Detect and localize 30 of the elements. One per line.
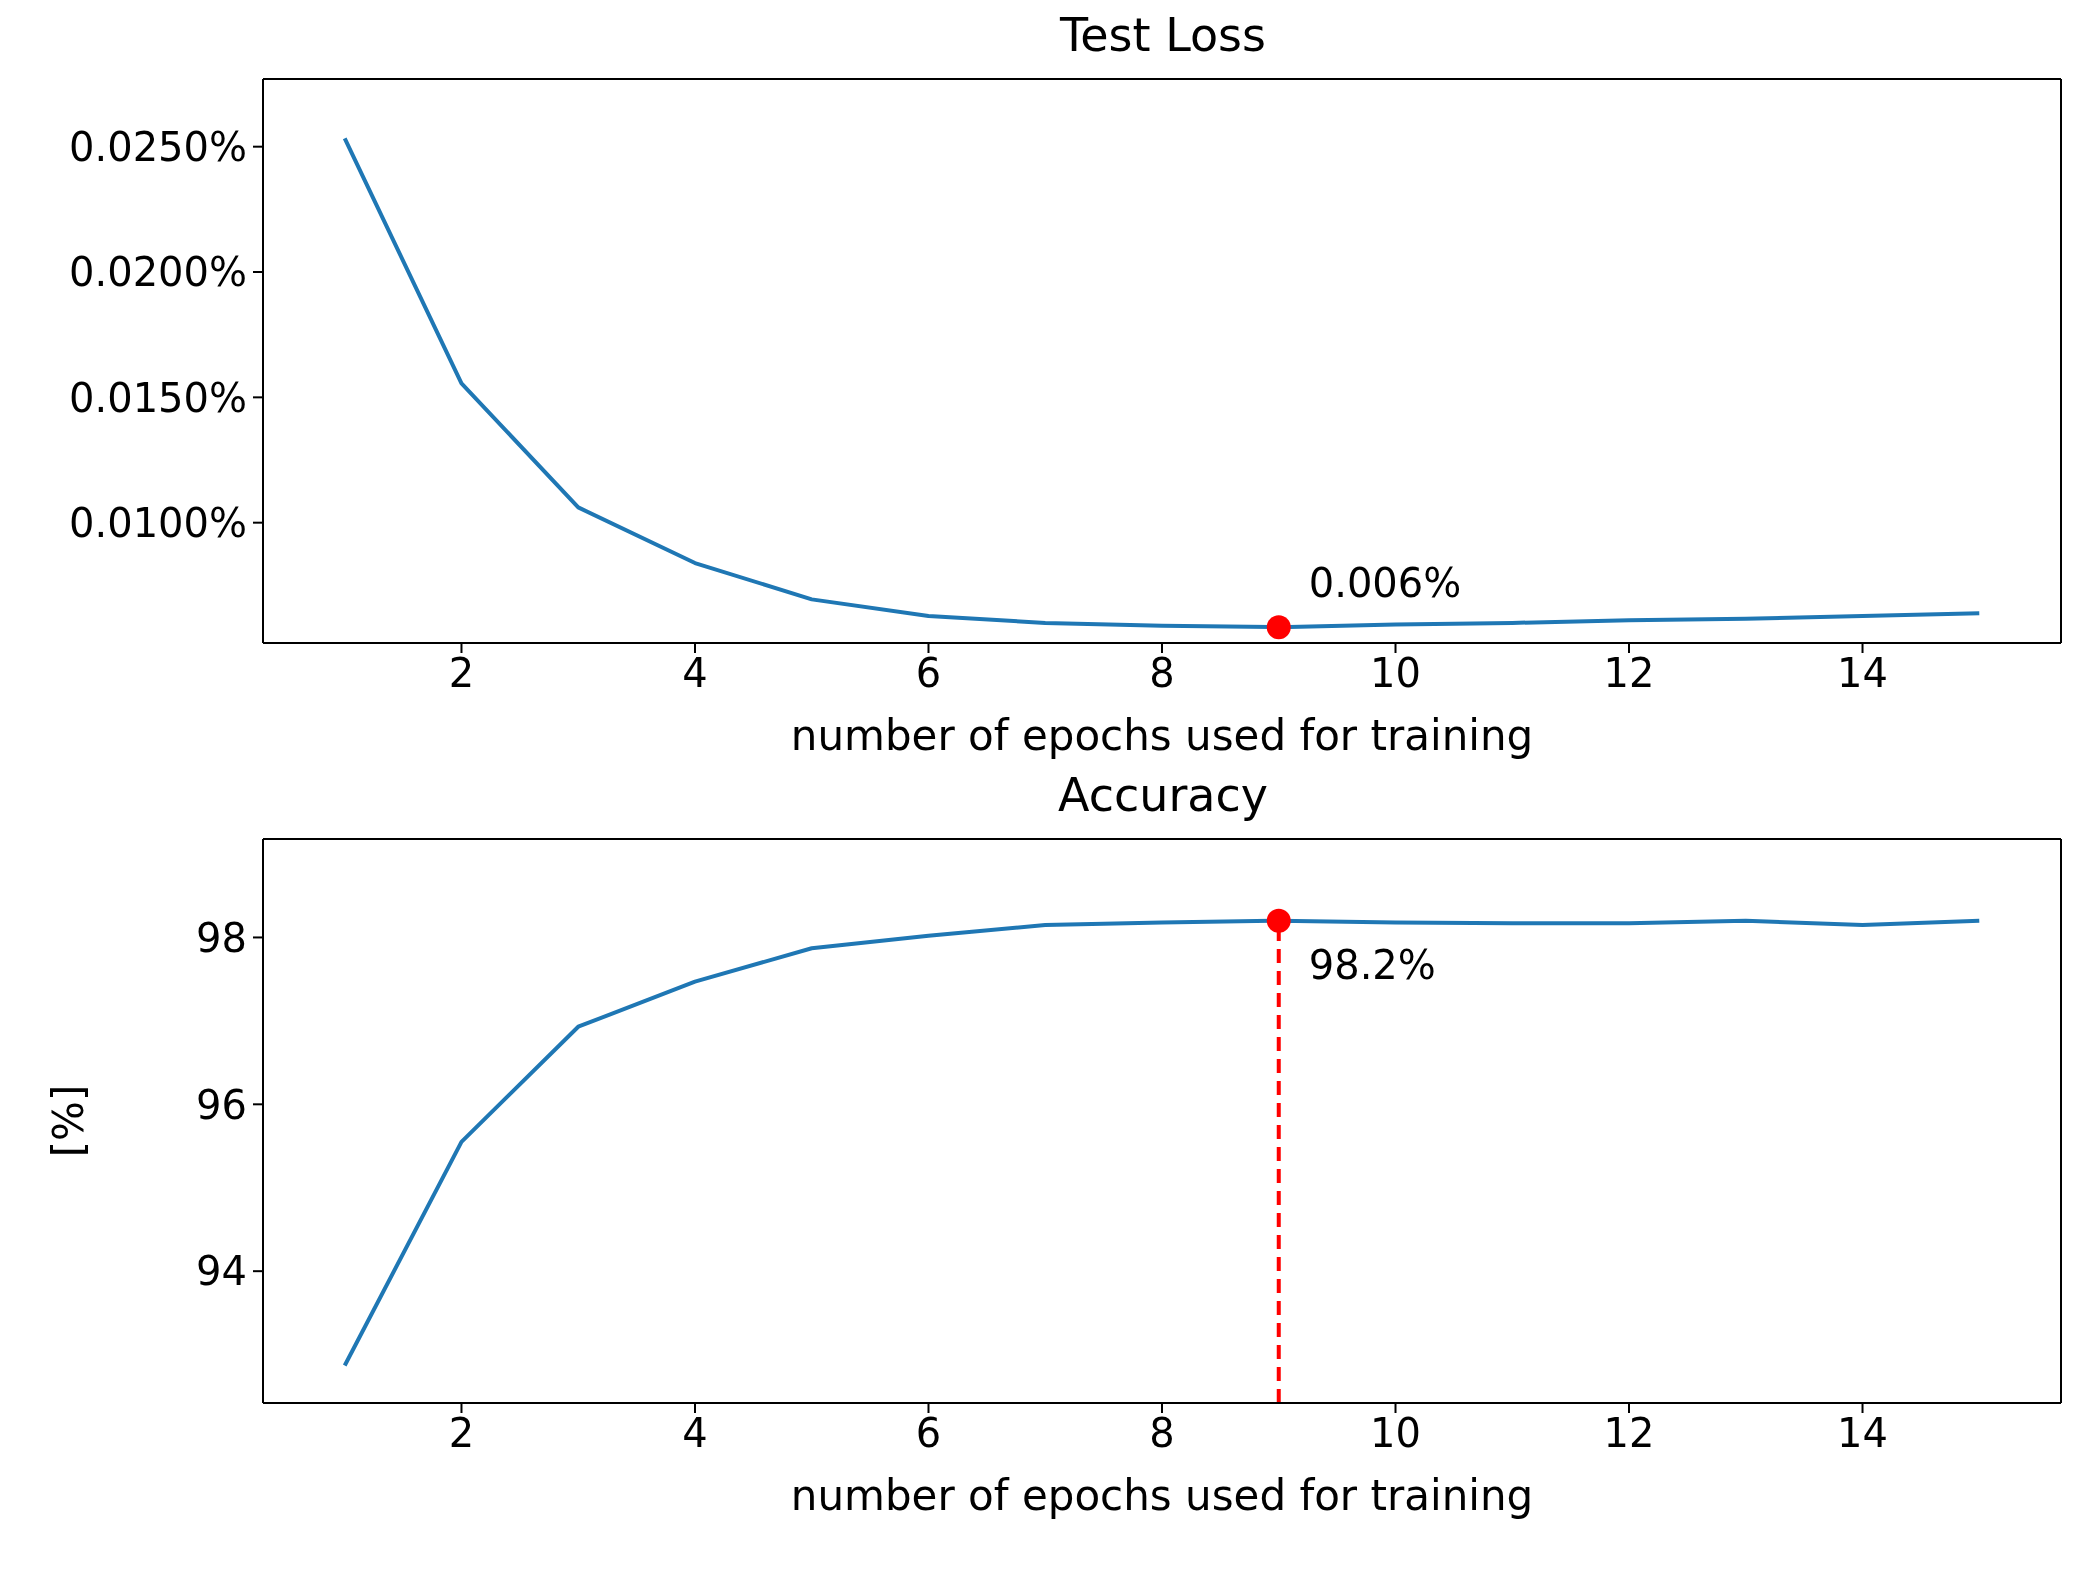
y-tick-label: 98 — [196, 914, 247, 961]
x-tick-label: 4 — [682, 1410, 708, 1457]
line-series — [342, 136, 1982, 630]
y-axis-title: [%] — [43, 1084, 93, 1158]
x-tick-label: 10 — [1370, 1410, 1421, 1457]
x-tick-label: 6 — [915, 650, 942, 697]
annotation: 98.2% — [1308, 941, 1436, 988]
x-tick-label: 10 — [1370, 650, 1421, 697]
line-series — [342, 918, 1982, 1368]
y-tick-label: 0.0100% — [69, 499, 247, 546]
chart-title: Accuracy — [1057, 768, 1269, 824]
chart-title: Test Loss — [1058, 8, 1268, 64]
x-axis-title: number of epochs used for training — [790, 711, 1534, 760]
y-tick-label: 94 — [196, 1248, 247, 1295]
y-tick-label: 0.0150% — [69, 374, 247, 421]
x-tick-label: 2 — [448, 650, 475, 697]
x-tick-label: 2 — [448, 1410, 475, 1457]
y-tick-label: 96 — [196, 1081, 247, 1128]
x-tick-label: 8 — [1149, 1410, 1175, 1457]
x-tick-label: 12 — [1603, 1410, 1655, 1457]
x-axis-title: number of epochs used for training — [790, 1471, 1534, 1520]
x-tick-label: 14 — [1837, 650, 1888, 697]
x-tick-label: 4 — [682, 650, 708, 697]
y-tick-label: 0.0250% — [69, 123, 247, 170]
x-tick-label: 6 — [915, 1410, 942, 1457]
x-tick-label: 8 — [1149, 650, 1175, 697]
annotation: 0.006% — [1308, 560, 1462, 607]
x-tick-label: 12 — [1603, 650, 1655, 697]
y-tick-label: 0.0200% — [69, 249, 247, 296]
x-tick-label: 14 — [1837, 1410, 1888, 1457]
